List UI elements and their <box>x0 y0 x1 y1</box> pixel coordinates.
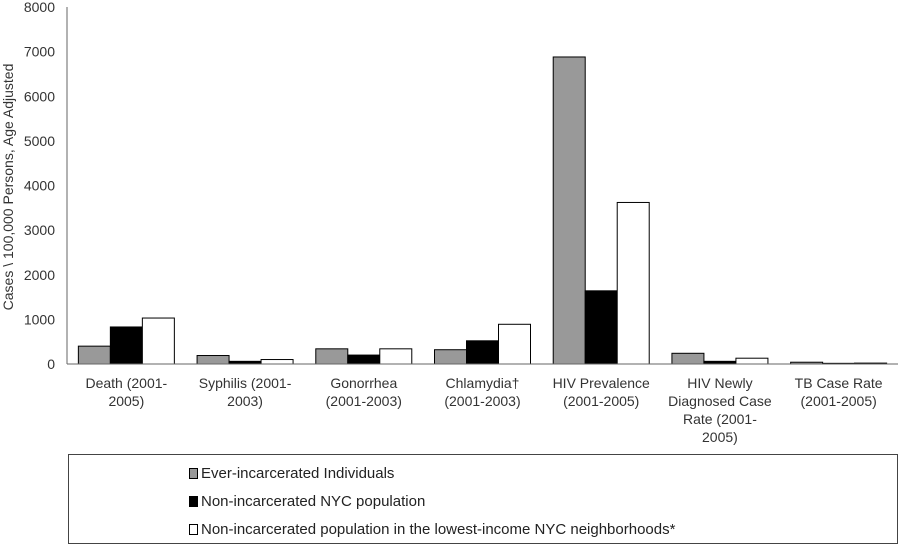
legend-swatch <box>189 524 198 535</box>
x-tick-label: (2001-2005) <box>801 393 877 409</box>
bar <box>315 348 349 365</box>
bar <box>77 345 111 365</box>
x-axis: Death (2001- 2005) Syphilis (2001- 2003) Gon… <box>67 363 898 445</box>
y-tick-label: 5000 <box>24 133 55 149</box>
x-tick-label: HIV Prevalence <box>553 375 650 391</box>
bar <box>260 359 294 365</box>
bar <box>141 317 175 365</box>
y-tick-label: 1000 <box>24 311 55 327</box>
bars <box>77 56 888 365</box>
y-tick-label: 7000 <box>24 44 55 60</box>
legend-item-lowest-income-neighborhoods: Non-incarcerated population in the lowes… <box>189 521 675 538</box>
x-tick-label: TB Case Rate <box>795 375 883 391</box>
legend-label: Non-incarcerated population in the lowes… <box>201 521 676 538</box>
bar <box>466 340 499 365</box>
legend-label: Non-incarcerated NYC population <box>201 493 426 510</box>
bar <box>552 56 586 365</box>
bar <box>616 201 650 365</box>
y-tick-label: 6000 <box>24 88 55 104</box>
y-axis: 0 1000 2000 3000 4000 5000 6000 7000 8000 <box>24 0 68 372</box>
bar <box>196 355 230 365</box>
legend-label: Ever-incarcerated Individuals <box>201 465 395 482</box>
legend-swatch <box>189 496 198 507</box>
y-tick-label: 4000 <box>24 178 55 194</box>
bar <box>434 349 467 365</box>
x-tick-label: Gonorrhea <box>330 375 397 391</box>
x-tick-label: Death (2001- <box>85 375 167 391</box>
bar <box>735 357 769 365</box>
bar-chart: 0 1000 2000 3000 4000 5000 6000 7000 8000 Death … <box>0 0 898 445</box>
x-tick-label: (2001-2003) <box>444 393 520 409</box>
x-tick-label: (2001-2005) <box>563 393 639 409</box>
legend: Ever-incarcerated Individuals Non-incarc… <box>68 454 898 544</box>
bar <box>109 326 143 365</box>
y-tick-label: 3000 <box>24 222 55 238</box>
y-axis-label: Cases \ 100,000 Persons, Age Adjusted <box>0 64 16 311</box>
x-tick-label: Rate (2001- <box>683 411 757 427</box>
bar <box>347 354 381 365</box>
y-tick-label: 8000 <box>24 0 55 15</box>
bar <box>671 352 705 365</box>
y-tick-label: 2000 <box>24 267 55 283</box>
y-tick-label: 0 <box>47 356 55 372</box>
bar <box>498 323 531 365</box>
bar <box>584 290 618 365</box>
x-tick-label: Diagnosed Case <box>668 393 772 409</box>
x-tick-label: 2005) <box>108 393 144 409</box>
legend-swatch <box>189 468 198 479</box>
x-tick-label: 2005) <box>702 429 738 445</box>
x-tick-label: (2001-2003) <box>326 393 402 409</box>
legend-item-ever-incarcerated: Ever-incarcerated Individuals <box>189 465 394 482</box>
bar <box>379 348 413 365</box>
x-tick-label: Syphilis (2001- <box>199 375 292 391</box>
x-tick-label: 2003) <box>227 393 263 409</box>
x-tick-label: HIV Newly <box>687 375 752 391</box>
legend-item-non-incarcerated-nyc: Non-incarcerated NYC population <box>189 493 425 510</box>
x-tick-label: Chlamydia† <box>446 375 520 391</box>
